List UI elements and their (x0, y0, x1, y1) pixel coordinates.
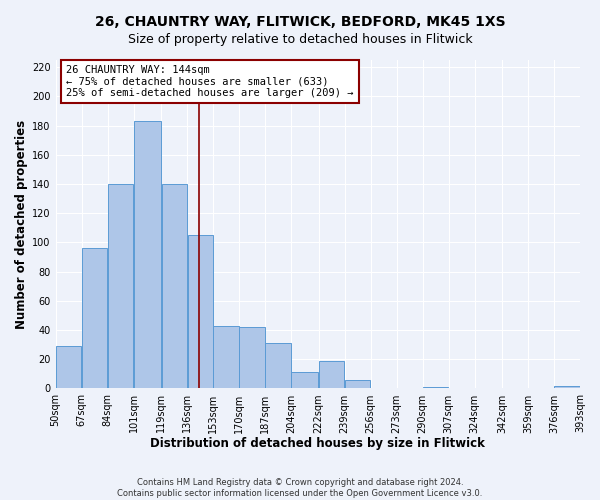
Bar (239, 327, 265, 388)
Y-axis label: Number of detached properties: Number of detached properties (15, 120, 28, 329)
X-axis label: Distribution of detached houses by size in Flitwick: Distribution of detached houses by size … (151, 437, 485, 450)
Bar (188, 235, 213, 388)
Bar (319, 360, 344, 388)
Bar (292, 372, 318, 388)
Text: 26 CHAUNTRY WAY: 144sqm
← 75% of detached houses are smaller (633)
25% of semi-d: 26 CHAUNTRY WAY: 144sqm ← 75% of detache… (66, 65, 353, 98)
Text: Contains HM Land Registry data © Crown copyright and database right 2024.
Contai: Contains HM Land Registry data © Crown c… (118, 478, 482, 498)
Bar (345, 380, 370, 388)
Text: 26, CHAUNTRY WAY, FLITWICK, BEDFORD, MK45 1XS: 26, CHAUNTRY WAY, FLITWICK, BEDFORD, MK4… (95, 15, 505, 29)
Bar (56, 346, 81, 389)
Bar (554, 386, 580, 388)
Bar (82, 248, 107, 388)
Bar (108, 184, 133, 388)
Text: Size of property relative to detached houses in Flitwick: Size of property relative to detached ho… (128, 32, 472, 46)
Bar (265, 343, 290, 388)
Bar (161, 184, 187, 388)
Bar (134, 122, 161, 388)
Bar (214, 326, 239, 388)
Bar (423, 387, 448, 388)
